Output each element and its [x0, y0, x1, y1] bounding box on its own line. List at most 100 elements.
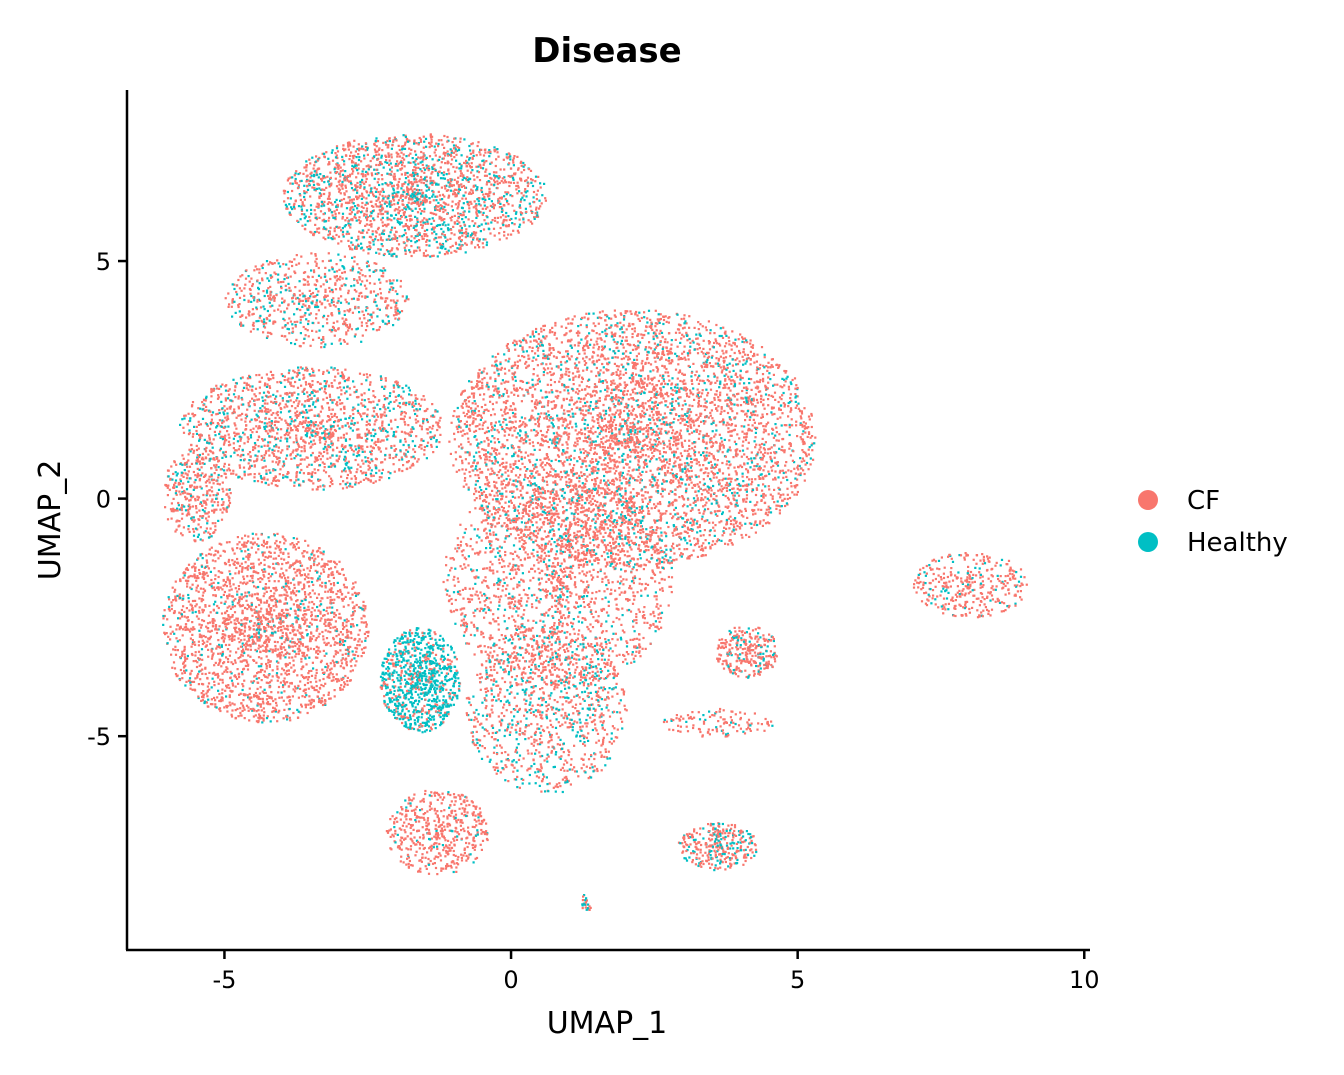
- point-cf: [748, 478, 751, 481]
- point-cf: [557, 365, 560, 368]
- point-healthy: [774, 434, 777, 437]
- point-healthy: [628, 544, 631, 547]
- point-cf: [750, 378, 753, 381]
- point-cf: [764, 425, 767, 428]
- point-cf: [654, 322, 657, 325]
- point-cf: [794, 393, 797, 396]
- point-cf: [496, 392, 499, 395]
- point-cf: [724, 379, 727, 382]
- point-healthy: [491, 435, 494, 438]
- point-cf: [651, 328, 654, 331]
- point-healthy: [519, 344, 522, 347]
- point-cf: [594, 402, 597, 405]
- point-cf: [540, 330, 543, 333]
- point-cf: [695, 370, 698, 373]
- point-cf: [692, 393, 695, 396]
- point-cf: [700, 497, 703, 500]
- point-healthy: [607, 452, 610, 455]
- point-healthy: [706, 358, 709, 362]
- point-cf: [687, 463, 690, 466]
- point-cf: [503, 510, 506, 513]
- point-cf: [494, 459, 497, 462]
- point-cf: [633, 365, 636, 368]
- point-cf: [549, 464, 552, 468]
- point-cf: [668, 439, 671, 442]
- point-cf: [674, 389, 677, 392]
- point-cf: [612, 437, 615, 440]
- point-cf: [674, 460, 677, 463]
- point-cf: [637, 492, 640, 495]
- point-cf: [601, 468, 605, 471]
- point-cf: [688, 528, 691, 531]
- point-cf: [602, 429, 605, 432]
- point-cf: [605, 548, 608, 551]
- point-cf: [633, 387, 636, 390]
- point-cf: [627, 528, 630, 531]
- point-healthy: [616, 490, 619, 493]
- point-cf: [795, 424, 798, 427]
- point-cf: [606, 543, 609, 547]
- point-cf: [769, 366, 772, 369]
- point-cf: [599, 502, 602, 505]
- point-cf: [497, 500, 500, 503]
- point-cf: [490, 472, 493, 475]
- point-cf: [460, 392, 463, 395]
- point-healthy: [652, 337, 655, 341]
- point-cf: [755, 398, 759, 401]
- point-cf: [787, 405, 790, 408]
- point-cf: [684, 382, 687, 385]
- point-cf: [671, 474, 675, 477]
- point-cf: [576, 433, 579, 436]
- point-cf: [631, 327, 634, 331]
- point-healthy: [612, 520, 615, 523]
- point-cf: [649, 363, 653, 366]
- point-cf: [519, 468, 522, 471]
- point-cf: [645, 436, 648, 440]
- point-healthy: [563, 383, 566, 387]
- point-cf: [761, 476, 764, 479]
- point-cf: [577, 549, 580, 552]
- point-cf: [672, 437, 675, 440]
- point-cf: [468, 454, 471, 457]
- point-cf: [672, 450, 675, 453]
- point-healthy: [628, 477, 632, 480]
- point-cf: [663, 472, 667, 475]
- point-cf: [707, 351, 710, 354]
- point-cf: [632, 503, 635, 506]
- point-cf: [644, 491, 647, 494]
- point-cf: [595, 385, 598, 388]
- point-cf: [567, 317, 570, 320]
- point-cf: [697, 397, 700, 400]
- point-cf: [517, 455, 520, 458]
- point-cf: [637, 380, 640, 383]
- point-cf: [590, 370, 593, 373]
- point-cf: [500, 483, 503, 486]
- point-cf: [786, 487, 789, 490]
- point-cf: [497, 470, 500, 474]
- point-cf: [655, 481, 658, 484]
- point-cf: [619, 412, 622, 415]
- point-cf: [689, 389, 692, 392]
- point-cf: [560, 406, 563, 409]
- point-cf: [521, 348, 524, 351]
- point-cf: [699, 323, 702, 326]
- point-cf: [732, 394, 735, 397]
- point-healthy: [599, 390, 602, 393]
- point-cf: [740, 514, 743, 517]
- point-cf: [651, 529, 654, 532]
- point-healthy: [658, 472, 661, 475]
- point-cf: [559, 488, 562, 491]
- point-cf: [715, 390, 718, 393]
- point-healthy: [713, 375, 716, 378]
- point-cf: [688, 439, 691, 442]
- point-cf: [616, 368, 619, 371]
- point-cf: [583, 360, 586, 363]
- point-cf: [598, 399, 601, 402]
- point-cf: [739, 333, 742, 336]
- point-cf: [545, 454, 549, 457]
- point-cf: [613, 397, 616, 400]
- point-cf: [651, 451, 654, 454]
- point-cf: [695, 542, 698, 546]
- point-healthy: [776, 500, 779, 503]
- point-healthy: [622, 452, 625, 456]
